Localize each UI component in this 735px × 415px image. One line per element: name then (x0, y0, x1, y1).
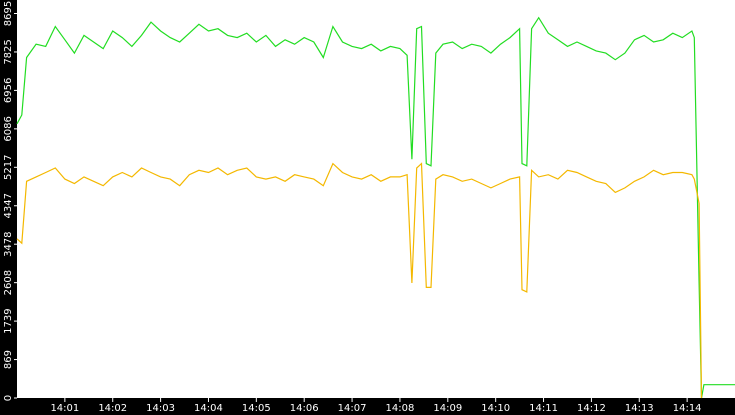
x-tick-label: 14:04 (194, 403, 223, 414)
y-tick-label: 8695 (3, 1, 14, 26)
x-tick-label: 14:11 (529, 403, 558, 414)
x-tick-label: 14:08 (386, 403, 415, 414)
y-tick-label: 1739 (3, 308, 14, 333)
x-tick-label: 14:02 (98, 403, 127, 414)
y-tick-label: 2608 (3, 270, 14, 295)
x-tick-label: 14:03 (146, 403, 175, 414)
x-tick-label: 14:06 (290, 403, 319, 414)
y-tick-label: 3478 (3, 231, 14, 256)
series-line (16, 162, 703, 399)
y-tick-label: 4347 (3, 193, 14, 218)
x-tick-label: 14:12 (577, 403, 606, 414)
x-tick-label: 14:13 (625, 403, 654, 414)
x-tick-label: 14:14 (673, 403, 702, 414)
x-tick-label: 14:01 (50, 403, 79, 414)
x-tick-label: 14:07 (338, 403, 367, 414)
series-line (16, 16, 735, 399)
y-tick-label: 7825 (3, 39, 14, 64)
x-tick-label: 14:10 (481, 403, 510, 414)
y-tick-label: 6086 (3, 116, 14, 141)
y-tick-label: 869 (3, 350, 14, 369)
x-tick-label: 14:09 (433, 403, 462, 414)
plot-area (17, 0, 735, 398)
y-tick-label: 6956 (3, 78, 14, 103)
x-tick-label: 14:05 (242, 403, 271, 414)
y-tick-label: 5217 (3, 155, 14, 180)
y-tick-label: 0 (3, 395, 14, 401)
